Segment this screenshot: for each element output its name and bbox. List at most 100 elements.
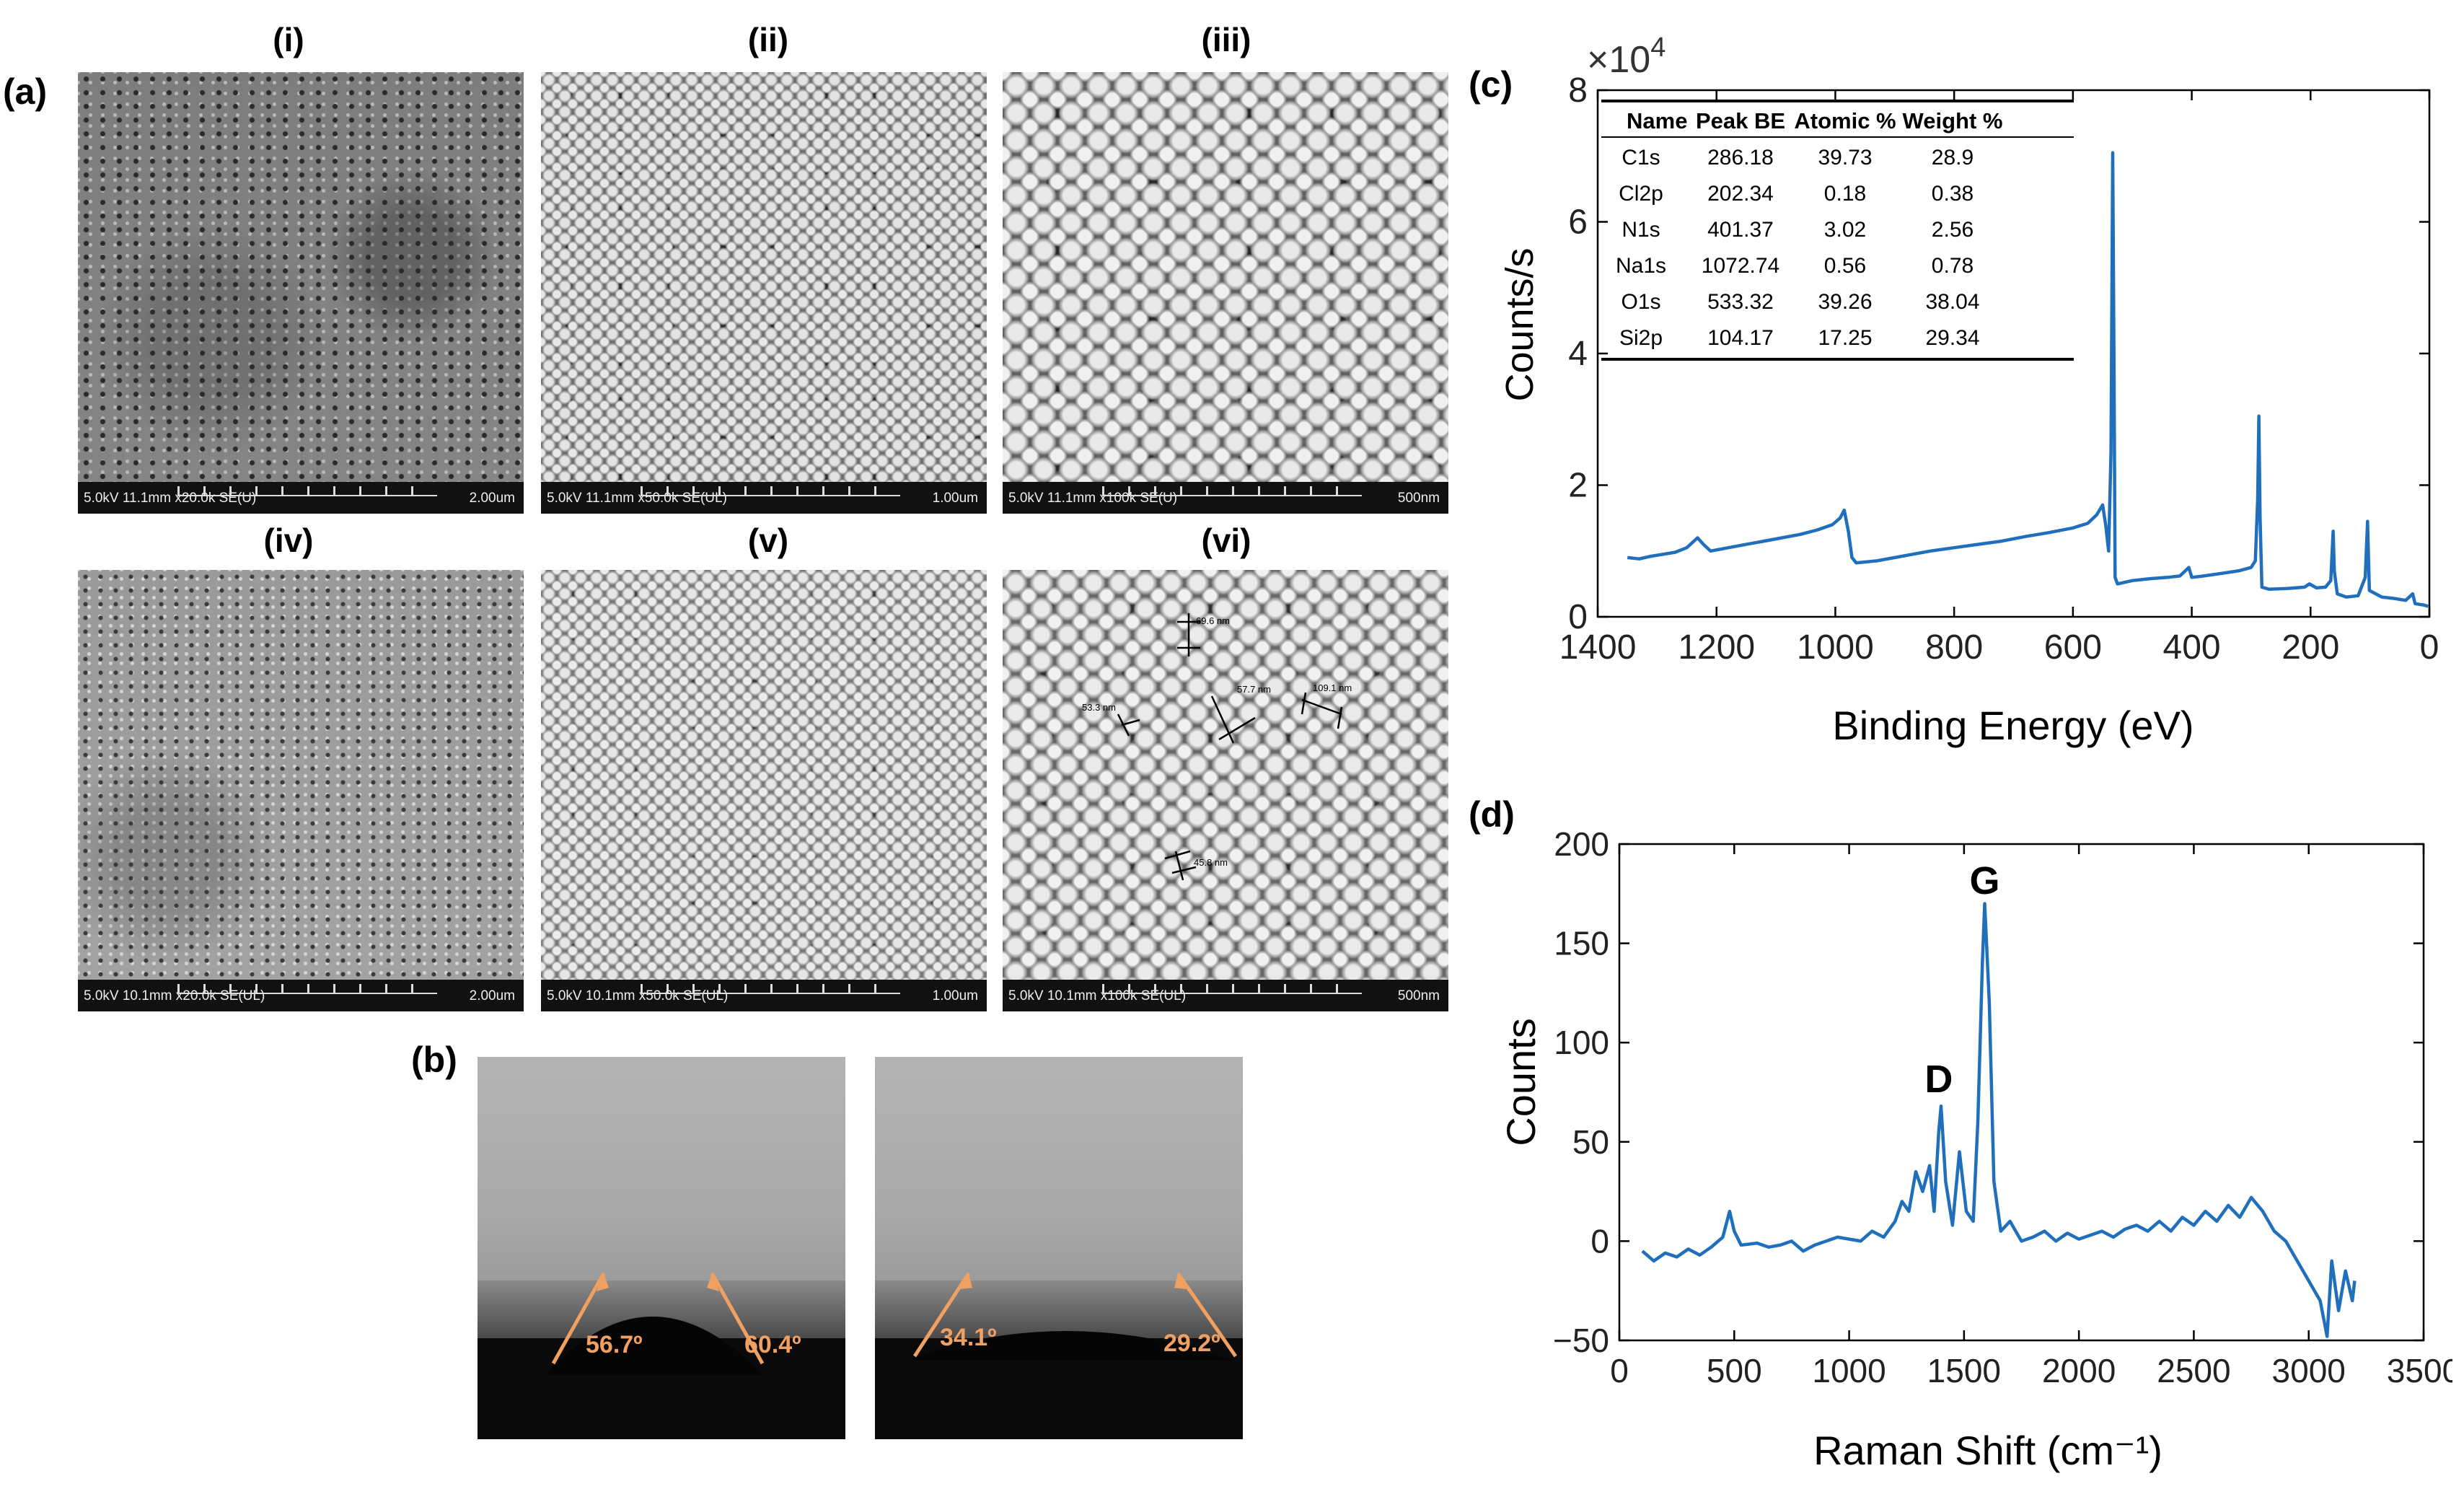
table-cell: 17.25: [1818, 326, 1872, 350]
table-cell: Si2p: [1619, 326, 1663, 350]
contact-angle-image-1: 56.7º 60.4º: [478, 1057, 845, 1439]
tangent-line: [912, 1272, 971, 1358]
sem-image-vi: 5.0kV 10.1mm x100k SE(UL) 500nm 69.6 nm 5…: [1003, 570, 1448, 1011]
x-tick-label: 1200: [1678, 628, 1755, 667]
sem-label-vi: (vi): [1201, 522, 1251, 559]
table-cell: 401.37: [1707, 218, 1774, 242]
tangent-line: [1176, 1272, 1238, 1358]
y-tick-label: 2: [1568, 467, 1588, 505]
sem-label-ii: (ii): [747, 21, 789, 58]
y-tick-label: −50: [1553, 1322, 1609, 1359]
x-tick-label: 800: [1925, 628, 1983, 667]
table-cell: 39.73: [1818, 146, 1872, 170]
xps-chart: ×104 Counts/s Binding Energy (eV) 1400 12…: [1498, 32, 2439, 748]
sem-scale: 500nm: [1397, 988, 1440, 1003]
sem-image-ii: 5.0kV 11.1mm x50.0k SE(UL) 1.00um: [541, 72, 987, 514]
peak-annotation: G: [1970, 859, 2000, 902]
contact-angle-image-2: 34.1º 29.2º: [875, 1057, 1243, 1439]
table-header: Peak BE: [1696, 108, 1785, 133]
table-cell: 0.38: [1932, 182, 1974, 206]
x-tick-label: 3500: [2387, 1352, 2452, 1389]
sem-scale: 1.00um: [932, 491, 978, 506]
contact-angle-right: 60.4º: [744, 1331, 801, 1358]
xps-table: Name Peak BE Atomic % Weight % C1s 286.18 39.7…: [1601, 100, 2074, 361]
sem-image-i: 5.0kV 11.1mm x20.0k SE(U) 2.00um: [78, 72, 524, 514]
contact-angle-right: 29.2º: [1163, 1330, 1220, 1357]
sem-image-v: 5.0kV 10.1mm x50.0k SE(UL) 1.00um: [541, 570, 987, 1011]
sem-measure-overlay: 69.6 nm 53.3 nm 57.7 nm 109.1 nm 45.8 nm: [1082, 613, 1352, 881]
sem-scale: 1.00um: [932, 988, 978, 1003]
table-cell: 104.17: [1707, 326, 1774, 350]
x-tick-label: 0: [1610, 1352, 1629, 1389]
table-header: Name: [1627, 108, 1687, 133]
table-cell: 2.56: [1932, 218, 1974, 242]
x-tick-label: 400: [2163, 628, 2221, 667]
x-axis-label: Raman Shift (cm⁻¹): [1813, 1428, 2162, 1473]
table-cell: Cl2p: [1619, 182, 1663, 206]
sem-scale: 2.00um: [469, 491, 515, 506]
table-cell: 0.56: [1824, 254, 1866, 278]
measure-label: 109.1 nm: [1313, 682, 1352, 693]
table-cell: C1s: [1622, 146, 1660, 170]
x-tick-label: 1000: [1797, 628, 1874, 667]
x-tick-label: 600: [2044, 628, 2102, 667]
x-tick-label: 1000: [1812, 1352, 1886, 1389]
y-tick-label: 50: [1572, 1123, 1609, 1161]
x-axis-label: Binding Energy (eV): [1832, 703, 2194, 748]
sem-label-iv: (iv): [263, 522, 314, 559]
table-cell: 28.9: [1932, 146, 1974, 170]
table-cell: 39.26: [1818, 290, 1872, 314]
table-header: Weight %: [1903, 108, 2003, 133]
contact-angle-left: 56.7º: [586, 1331, 643, 1358]
raman-chart: Counts Raman Shift (cm⁻¹) 0 500 1000 1500 20…: [1498, 825, 2452, 1473]
y-axis-label: Counts/s: [1498, 247, 1541, 401]
x-tick-label: 1400: [1559, 628, 1637, 667]
contact-angle-left: 34.1º: [940, 1324, 997, 1351]
y-tick-label: 6: [1568, 203, 1588, 242]
data-series-line: [1627, 151, 2429, 608]
panel-c-label: (c): [1469, 64, 1513, 105]
measure-label: 69.6 nm: [1196, 615, 1230, 626]
sem-scale: 500nm: [1397, 491, 1440, 506]
y-tick-label: 4: [1568, 335, 1588, 373]
y-tick-label: 8: [1568, 71, 1588, 110]
y-axis-label: Counts: [1498, 1018, 1544, 1146]
x-tick-label: 1500: [1927, 1352, 2001, 1389]
table-header: Atomic %: [1794, 108, 1896, 133]
measure-label: 57.7 nm: [1237, 684, 1271, 695]
y-tick-label: 150: [1554, 925, 1609, 962]
table-cell: O1s: [1621, 290, 1660, 314]
table-cell: 202.34: [1707, 182, 1774, 206]
panel-b-label: (b): [411, 1040, 457, 1080]
panel-d-label: (d): [1469, 794, 1515, 835]
sem-image-iii: 5.0kV 11.1mm x100k SE(U) 500nm: [1003, 72, 1448, 514]
x-tick-label: 2000: [2042, 1352, 2116, 1389]
tangent-line: [551, 1272, 606, 1365]
x-tick-label: 500: [1707, 1352, 1762, 1389]
table-cell: N1s: [1622, 218, 1660, 242]
y-tick-label: 0: [1590, 1222, 1609, 1260]
table-cell: 1072.74: [1702, 254, 1779, 278]
table-cell: 286.18: [1707, 146, 1774, 170]
peak-annotation: D: [1924, 1058, 1953, 1101]
table-cell: 3.02: [1824, 218, 1866, 242]
x-tick-label: 200: [2282, 628, 2339, 667]
table-cell: Na1s: [1616, 254, 1666, 278]
sem-label-v: (v): [747, 522, 789, 559]
y-tick-label: 0: [1568, 598, 1588, 636]
table-cell: 533.32: [1707, 290, 1774, 314]
tangent-line: [710, 1272, 765, 1365]
measure-label: 45.8 nm: [1194, 857, 1228, 868]
sem-scale: 2.00um: [469, 988, 515, 1003]
data-series-line: [1641, 902, 2357, 1338]
x-tick-label: 0: [2420, 628, 2439, 667]
x-tick-label: 2500: [2157, 1352, 2230, 1389]
sem-label-iii: (iii): [1201, 21, 1251, 58]
sem-label-i: (i): [273, 21, 304, 58]
measure-label: 53.3 nm: [1082, 702, 1116, 713]
y-tick-label: 100: [1554, 1024, 1609, 1061]
sem-image-iv: 5.0kV 10.1mm x20.0k SE(UL) 2.00um: [78, 570, 524, 1011]
table-cell: 38.04: [1925, 290, 1979, 314]
table-cell: 29.34: [1925, 326, 1979, 350]
y-tick-label: 200: [1554, 825, 1609, 863]
